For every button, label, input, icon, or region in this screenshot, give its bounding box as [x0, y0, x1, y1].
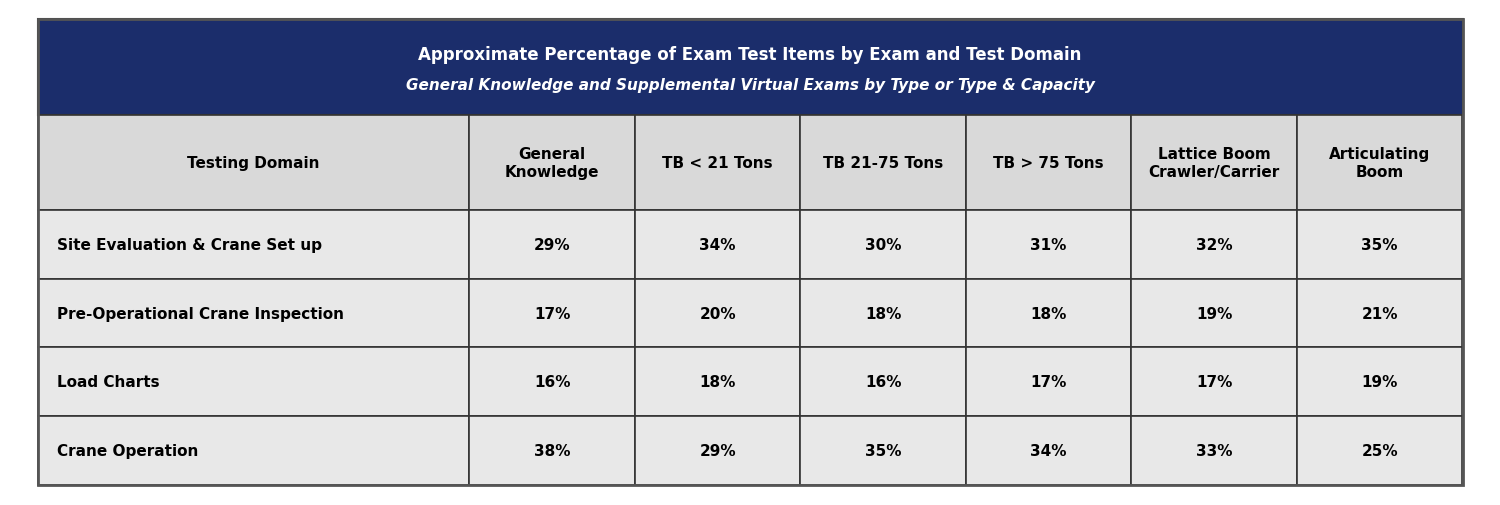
Bar [470, 416, 634, 485]
Text: 20%: 20% [699, 306, 736, 321]
Bar [1298, 211, 1462, 279]
Bar [38, 116, 469, 211]
Text: TB < 21 Tons: TB < 21 Tons [663, 156, 772, 171]
Text: 34%: 34% [699, 237, 736, 252]
Bar [801, 211, 966, 279]
Bar [1298, 348, 1462, 416]
Bar [38, 20, 1462, 116]
Text: 18%: 18% [1030, 306, 1066, 321]
Bar [801, 279, 966, 348]
Text: 18%: 18% [865, 306, 901, 321]
Text: General
Knowledge: General Knowledge [506, 146, 600, 180]
Text: 34%: 34% [1030, 443, 1066, 458]
Text: Load Charts: Load Charts [57, 375, 159, 389]
Text: 17%: 17% [1196, 375, 1233, 389]
Bar [634, 279, 801, 348]
Bar [38, 416, 469, 485]
Text: 16%: 16% [534, 375, 570, 389]
Text: Articulating
Boom: Articulating Boom [1329, 146, 1431, 180]
Text: 33%: 33% [1196, 443, 1233, 458]
Text: Pre-Operational Crane Inspection: Pre-Operational Crane Inspection [57, 306, 344, 321]
Text: 16%: 16% [865, 375, 901, 389]
Text: 18%: 18% [699, 375, 736, 389]
Text: 32%: 32% [1196, 237, 1233, 252]
Text: Site Evaluation & Crane Set up: Site Evaluation & Crane Set up [57, 237, 322, 252]
Text: 19%: 19% [1196, 306, 1233, 321]
Bar [470, 116, 634, 211]
Bar [1298, 416, 1462, 485]
Bar [38, 348, 469, 416]
Text: General Knowledge and Supplemental Virtual Exams by Type or Type & Capacity: General Knowledge and Supplemental Virtu… [405, 77, 1095, 92]
Bar [966, 211, 1131, 279]
Bar [966, 116, 1131, 211]
Text: 38%: 38% [534, 443, 570, 458]
Bar [634, 348, 801, 416]
Text: 35%: 35% [1362, 237, 1398, 252]
Bar [1131, 348, 1298, 416]
Bar [634, 116, 801, 211]
Bar [966, 279, 1131, 348]
Text: Approximate Percentage of Exam Test Items by Exam and Test Domain: Approximate Percentage of Exam Test Item… [419, 45, 1082, 64]
Bar [966, 416, 1131, 485]
Text: 21%: 21% [1362, 306, 1398, 321]
Text: 31%: 31% [1030, 237, 1066, 252]
Bar [801, 116, 966, 211]
Bar [1131, 211, 1298, 279]
Bar [1131, 279, 1298, 348]
Bar [470, 279, 634, 348]
Bar [801, 348, 966, 416]
Bar [966, 348, 1131, 416]
Bar [470, 211, 634, 279]
Text: 29%: 29% [699, 443, 736, 458]
Bar [1131, 116, 1298, 211]
Bar [38, 279, 469, 348]
Bar [801, 416, 966, 485]
Text: Lattice Boom
Crawler/Carrier: Lattice Boom Crawler/Carrier [1149, 146, 1280, 180]
Text: TB > 75 Tons: TB > 75 Tons [993, 156, 1104, 171]
Bar [1131, 416, 1298, 485]
Bar [1298, 279, 1462, 348]
Text: 25%: 25% [1362, 443, 1398, 458]
Text: 17%: 17% [1030, 375, 1066, 389]
Bar [634, 416, 801, 485]
Text: 30%: 30% [865, 237, 901, 252]
Text: 35%: 35% [865, 443, 901, 458]
Text: 29%: 29% [534, 237, 570, 252]
Text: TB 21-75 Tons: TB 21-75 Tons [824, 156, 944, 171]
Text: Crane Operation: Crane Operation [57, 443, 198, 458]
Bar [1298, 116, 1462, 211]
Text: 19%: 19% [1362, 375, 1398, 389]
Bar [470, 348, 634, 416]
Text: 17%: 17% [534, 306, 570, 321]
Bar [38, 211, 469, 279]
Text: Testing Domain: Testing Domain [188, 156, 320, 171]
Bar [634, 211, 801, 279]
